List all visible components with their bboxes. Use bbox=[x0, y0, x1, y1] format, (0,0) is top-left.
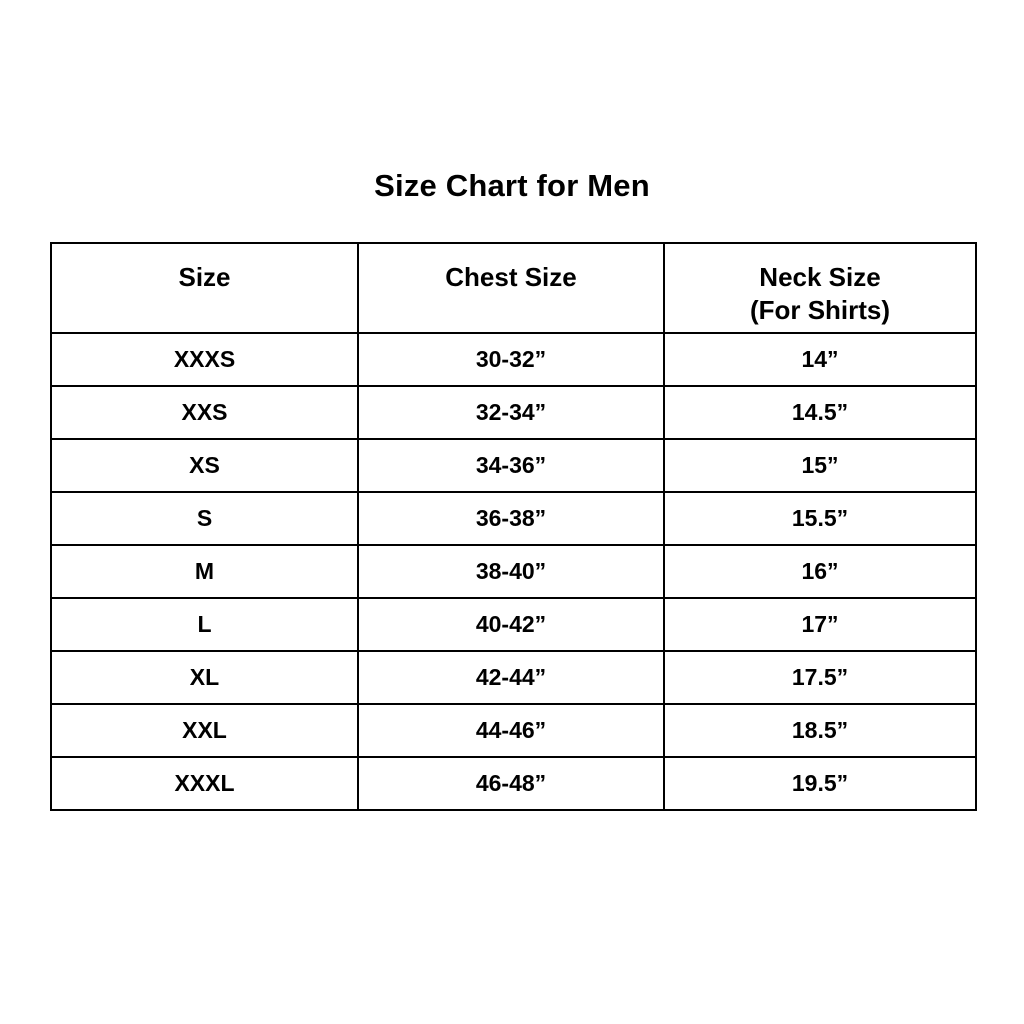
table-cell: L bbox=[50, 597, 359, 652]
column-header-2: Neck Size (For Shirts) bbox=[663, 242, 977, 334]
table-cell: 34-36” bbox=[357, 438, 665, 493]
table-cell: 36-38” bbox=[357, 491, 665, 546]
table-cell: 17.5” bbox=[663, 650, 977, 705]
table-row: S 36-38” 15.5” bbox=[50, 491, 977, 546]
table-cell: 17” bbox=[663, 597, 977, 652]
table-row: XL 42-44” 17.5” bbox=[50, 650, 977, 705]
table-cell: XL bbox=[50, 650, 359, 705]
size-chart-table: Size Chest Size Neck Size (For Shirts) XXX… bbox=[50, 242, 977, 811]
table-cell: S bbox=[50, 491, 359, 546]
column-header-1: Chest Size bbox=[357, 242, 665, 334]
table-header: Size Chest Size Neck Size (For Shirts) bbox=[50, 242, 977, 334]
table-row: XXL 44-46” 18.5” bbox=[50, 703, 977, 758]
table-row: XS 34-36” 15” bbox=[50, 438, 977, 493]
table-cell: 14” bbox=[663, 332, 977, 387]
column-header-0: Size bbox=[50, 242, 359, 334]
table-cell: XS bbox=[50, 438, 359, 493]
table-cell: 32-34” bbox=[357, 385, 665, 440]
table-cell: 14.5” bbox=[663, 385, 977, 440]
table-cell: 40-42” bbox=[357, 597, 665, 652]
table-row: XXS 32-34” 14.5” bbox=[50, 385, 977, 440]
table-cell: 19.5” bbox=[663, 756, 977, 811]
table-cell: 18.5” bbox=[663, 703, 977, 758]
table-cell: M bbox=[50, 544, 359, 599]
table-cell: 46-48” bbox=[357, 756, 665, 811]
table-cell: 30-32” bbox=[357, 332, 665, 387]
header-row: Size Chest Size Neck Size (For Shirts) bbox=[50, 242, 977, 334]
table-row: L 40-42” 17” bbox=[50, 597, 977, 652]
table-cell: XXL bbox=[50, 703, 359, 758]
table-cell: XXS bbox=[50, 385, 359, 440]
table-row: XXXS 30-32” 14” bbox=[50, 332, 977, 387]
table-cell: 15.5” bbox=[663, 491, 977, 546]
table-row: M 38-40” 16” bbox=[50, 544, 977, 599]
table-cell: 42-44” bbox=[357, 650, 665, 705]
table-row: XXXL 46-48” 19.5” bbox=[50, 756, 977, 811]
table-cell: 44-46” bbox=[357, 703, 665, 758]
table-cell: 16” bbox=[663, 544, 977, 599]
table-cell: 38-40” bbox=[357, 544, 665, 599]
table-cell: XXXS bbox=[50, 332, 359, 387]
page-title: Size Chart for Men bbox=[374, 168, 650, 203]
table-cell: XXXL bbox=[50, 756, 359, 811]
table-cell: 15” bbox=[663, 438, 977, 493]
table-body: XXXS 30-32” 14” XXS 32-34” 14.5” XS 34-36” 15” S 3… bbox=[50, 332, 977, 811]
